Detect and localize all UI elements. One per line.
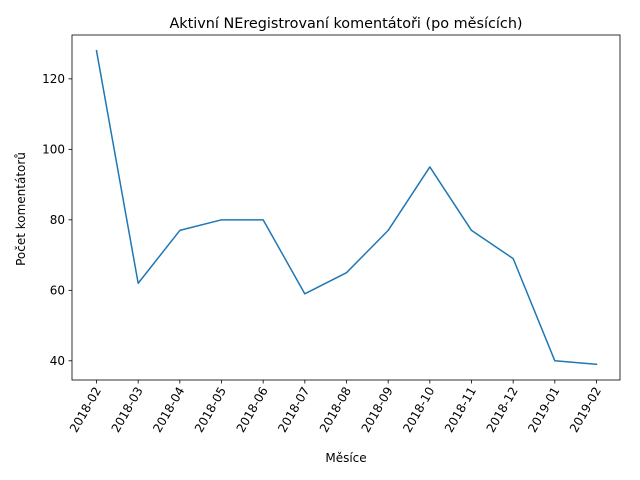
x-tick-label: 2018-02 <box>67 385 104 435</box>
y-tick-label: 80 <box>50 213 65 227</box>
x-tick-label: 2018-07 <box>275 385 312 435</box>
series-line <box>95 49 598 366</box>
x-tick-label: 2019-02 <box>567 385 604 435</box>
x-tick-label: 2018-08 <box>317 385 354 435</box>
x-tick-label: 2019-01 <box>525 385 562 435</box>
x-tick-label: 2018-10 <box>400 385 437 435</box>
plot-frame <box>71 34 621 381</box>
y-tick-label: 60 <box>50 284 65 298</box>
y-tick-label: 120 <box>42 72 65 86</box>
x-axis-title: Měsíce <box>325 451 366 465</box>
plot-area: 40 60 80 100 120 2018-02 2018-03 2018-04 2018-05… <box>42 34 621 435</box>
chart-title: Aktivní NEregistrovaní komentátoři (po m… <box>169 16 522 32</box>
y-axis-title: Počet komentátorů <box>14 152 28 266</box>
x-tick-label: 2018-05 <box>192 385 229 435</box>
x-tick-label: 2018-09 <box>359 385 396 435</box>
y-tick-label: 40 <box>50 354 65 368</box>
x-tick-label: 2018-12 <box>484 385 521 435</box>
x-tick-label: 2018-04 <box>150 385 187 435</box>
x-tick-label: 2018-06 <box>234 385 271 435</box>
x-tick-label: 2018-03 <box>109 385 146 435</box>
y-tick-label: 100 <box>42 143 65 157</box>
x-tick-label: 2018-11 <box>442 385 479 435</box>
